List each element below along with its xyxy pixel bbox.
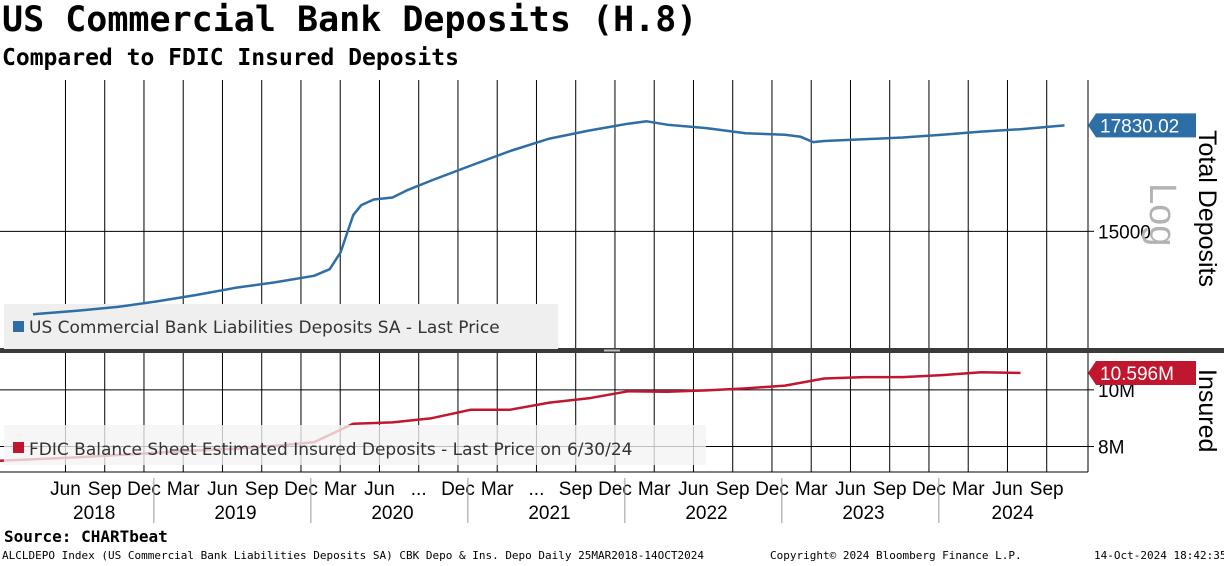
last-value-tag-total: 17830.02 (1088, 113, 1196, 138)
x-tick-label: Jun (50, 479, 81, 500)
x-tick-label: Mar (795, 479, 828, 500)
scale-label-log: Log (1141, 183, 1183, 246)
last-value-tag-insured-label: 10.596M (1100, 364, 1174, 385)
y-tick-label: 10M (1098, 381, 1135, 402)
x-tick-label: Dec (284, 479, 318, 500)
x-tick-label: Jun (364, 479, 395, 500)
x-tick-label: Sep (245, 479, 279, 500)
x-tick-label: Sep (88, 479, 122, 500)
x-tick-label: Dec (441, 479, 475, 500)
x-tick-label: Mar (952, 479, 985, 500)
x-year-label: 2018 (73, 503, 115, 524)
x-tick-label: Mar (638, 479, 671, 500)
footer-info: ALCLDEPO Index (US Commercial Bank Liabi… (2, 549, 704, 562)
x-tick-label: Jun (678, 479, 709, 500)
x-year-label: 2021 (528, 503, 570, 524)
series-line-total-deposits (32, 120, 1065, 316)
x-tick-label: Sep (559, 479, 593, 500)
panel-divider-grip (604, 349, 620, 352)
x-tick-label: Jun (835, 479, 866, 500)
x-tick-label: Sep (716, 479, 750, 500)
x-tick-label: Dec (598, 479, 632, 500)
x-year-label: 2024 (992, 503, 1035, 524)
x-tick-label: ... (411, 479, 427, 500)
last-value-tag-insured: 10.596M (1088, 360, 1196, 385)
x-tick-label: Jun (207, 479, 238, 500)
y-axis-title-lower: Insured (1193, 369, 1221, 452)
x-tick-label: Mar (324, 479, 357, 500)
last-value-tag-total-shape (1088, 113, 1196, 138)
last-value-tag-insured-shape (1088, 360, 1196, 385)
x-tick-label: ... (529, 479, 545, 500)
x-tick-label: Mar (167, 479, 200, 500)
x-tick-label: Dec (127, 479, 161, 500)
legend-upper-label: US Commercial Bank Liabilities Deposits … (29, 318, 500, 338)
x-year-label: 2019 (214, 503, 256, 524)
legend-upper-swatch (13, 321, 24, 332)
y-tick-label: 8M (1098, 438, 1124, 459)
x-year-label: 2023 (842, 503, 884, 524)
footer-timestamp: 14-Oct-2024 18:42:35 (1094, 549, 1224, 562)
legend-lower-label: FDIC Balance Sheet Estimated Insured Dep… (29, 440, 632, 460)
x-year-label: 2022 (685, 503, 727, 524)
y-tick-label: 15000 (1098, 222, 1151, 243)
chart-subtitle: Compared to FDIC Insured Deposits (2, 45, 459, 71)
y-axis-title-upper: Total Deposits (1193, 130, 1221, 287)
x-tick-label: Mar (481, 479, 514, 500)
chart-title: US Commercial Bank Deposits (H.8) (2, 0, 698, 40)
last-value-tag-total-label: 17830.02 (1100, 116, 1179, 137)
x-year-label: 2020 (371, 503, 413, 524)
source-label: Source: CHARTbeat (4, 527, 168, 546)
x-tick-label: Jun (992, 479, 1023, 500)
x-tick-label: Sep (873, 479, 907, 500)
footer-copyright: Copyright© 2024 Bloomberg Finance L.P. (770, 549, 1022, 562)
x-tick-label: Sep (1030, 479, 1064, 500)
legend-lower-box (4, 425, 706, 465)
x-tick-label: Dec (755, 479, 789, 500)
legend-upper-box (4, 304, 558, 349)
x-tick-label: Dec (912, 479, 946, 500)
legend-lower-swatch (13, 442, 24, 453)
